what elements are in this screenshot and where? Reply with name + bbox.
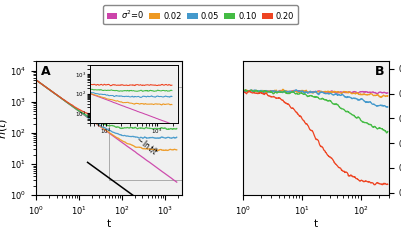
Text: B: B bbox=[375, 65, 385, 78]
Y-axis label: $n(t)$: $n(t)$ bbox=[0, 118, 9, 139]
Legend: $\sigma^2$=0, 0.02, 0.05, 0.10, 0.20: $\sigma^2$=0, 0.02, 0.05, 0.10, 0.20 bbox=[103, 5, 298, 24]
X-axis label: t: t bbox=[107, 219, 111, 227]
Text: $\sim\!\ln t/t$: $\sim\!\ln t/t$ bbox=[133, 132, 161, 157]
Text: A: A bbox=[41, 65, 50, 78]
Bar bbox=[109, 87, 182, 180]
X-axis label: t: t bbox=[314, 219, 318, 227]
